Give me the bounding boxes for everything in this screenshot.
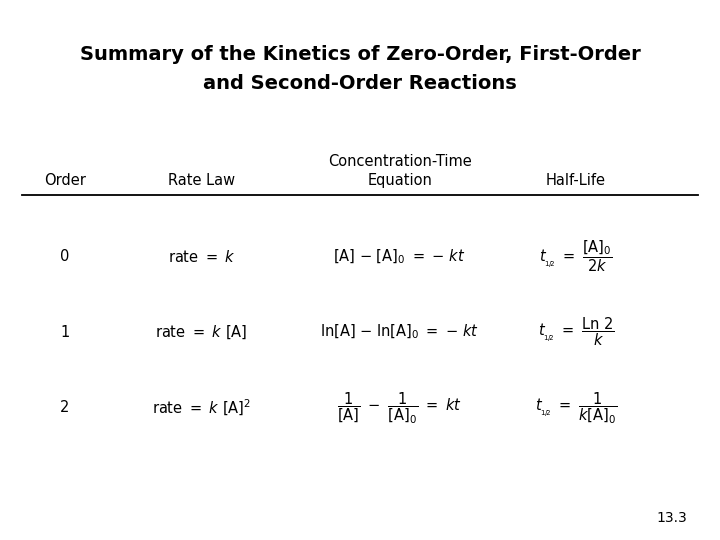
Text: 13.3: 13.3 <box>657 511 688 525</box>
Text: rate $=$ $k$ [A]: rate $=$ $k$ [A] <box>156 323 248 341</box>
Text: rate $=$ $k$ [A]$^2$: rate $=$ $k$ [A]$^2$ <box>152 397 251 418</box>
Text: ln[A] $-$ ln[A]$_0$ $=$ $-$ $kt$: ln[A] $-$ ln[A]$_0$ $=$ $-$ $kt$ <box>320 323 479 341</box>
Text: Summary of the Kinetics of Zero-Order, First-Order: Summary of the Kinetics of Zero-Order, F… <box>80 44 640 64</box>
Text: Order: Order <box>44 173 86 188</box>
Text: rate $=$ $k$: rate $=$ $k$ <box>168 248 235 265</box>
Text: and Second-Order Reactions: and Second-Order Reactions <box>203 74 517 93</box>
Text: $\dfrac{1}{\mathrm{[A]}}\ -\ \dfrac{1}{\mathrm{[A]}_0}\ =\ kt$: $\dfrac{1}{\mathrm{[A]}}\ -\ \dfrac{1}{\… <box>337 390 462 425</box>
Text: Rate Law: Rate Law <box>168 173 235 188</box>
Text: 1: 1 <box>60 325 69 340</box>
Text: Equation: Equation <box>367 173 432 188</box>
Text: Half-Life: Half-Life <box>546 173 606 188</box>
Text: [A] $-$ [A]$_0$ $=$ $-$ $kt$: [A] $-$ [A]$_0$ $=$ $-$ $kt$ <box>333 247 466 266</box>
Text: $t_{_{1\!/\!2}}\ =\ \dfrac{1}{k\mathrm{[A]}_0}$: $t_{_{1\!/\!2}}\ =\ \dfrac{1}{k\mathrm{[… <box>535 390 617 425</box>
Text: $t_{_{1\!/\!2}}\ =\ \dfrac{\mathrm{Ln}\ 2}{k}$: $t_{_{1\!/\!2}}\ =\ \dfrac{\mathrm{Ln}\ … <box>538 316 614 348</box>
Text: 0: 0 <box>60 249 70 264</box>
Text: $t_{_{1\!/\!2}}\ =\ \dfrac{\mathrm{[A]}_0}{2k}$: $t_{_{1\!/\!2}}\ =\ \dfrac{\mathrm{[A]}_… <box>539 239 613 274</box>
Text: 2: 2 <box>60 400 70 415</box>
Text: Concentration-Time: Concentration-Time <box>328 154 472 170</box>
